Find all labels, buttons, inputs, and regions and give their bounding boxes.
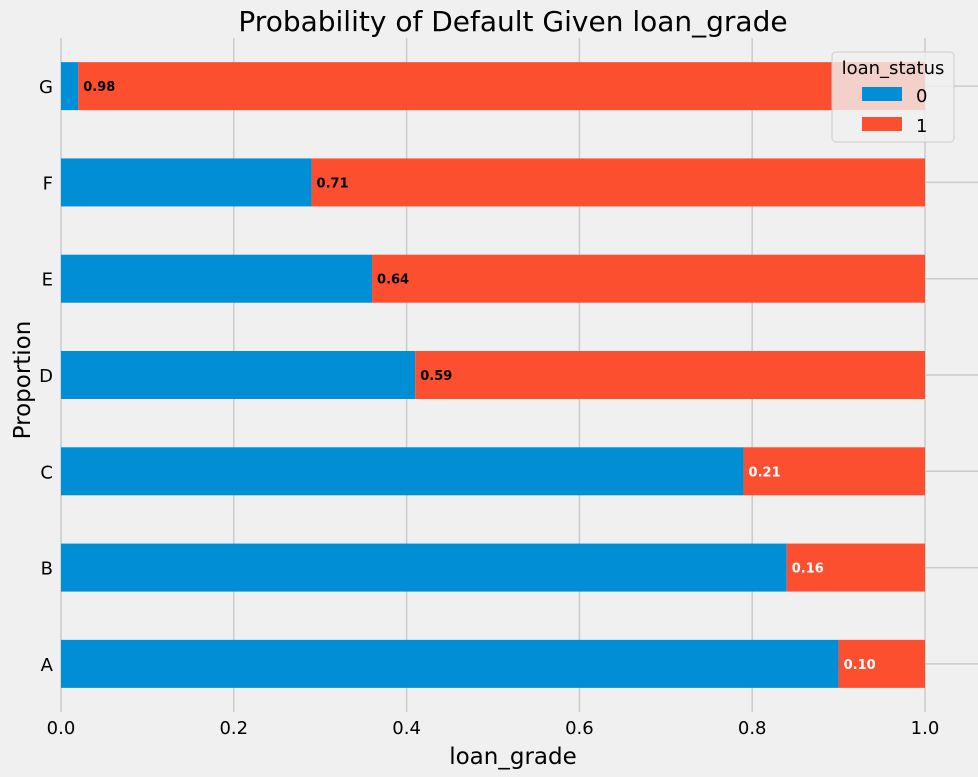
bar-G-series-1 — [78, 62, 925, 111]
data-labels-layer: 0.10 0.16 0.21 0.59 0.64 0.71 0.98 — [83, 80, 875, 673]
x-tick-label-0: 0.0 — [47, 718, 76, 739]
y-tick-label-B: B — [41, 559, 53, 580]
y-tick-label-E: E — [42, 270, 53, 291]
bar-A-series-1 — [838, 639, 925, 688]
bar-E-series-0 — [61, 254, 373, 303]
x-tick-label-1: 0.2 — [219, 718, 248, 739]
data-label-D: 0.59 — [420, 369, 452, 384]
bar-B-series-0 — [61, 543, 787, 592]
bar-G-series-0 — [61, 62, 79, 111]
y-tick-label-D: D — [39, 366, 53, 387]
bar-D-series-0 — [61, 351, 416, 399]
data-label-F: 0.71 — [317, 176, 349, 191]
bars-layer — [61, 62, 925, 688]
x-tick-label-4: 0.8 — [738, 718, 767, 739]
data-label-E: 0.64 — [377, 273, 409, 288]
legend-swatch-0 — [862, 87, 902, 101]
legend: loan_status 0 1 — [831, 51, 955, 143]
data-label-C: 0.21 — [749, 465, 781, 480]
bar-F-series-1 — [311, 158, 925, 207]
bar-C-series-1 — [743, 447, 925, 496]
bar-C-series-0 — [61, 447, 744, 496]
data-label-B: 0.16 — [792, 562, 824, 577]
x-tick-label-2: 0.4 — [392, 718, 421, 739]
data-label-G: 0.98 — [83, 80, 115, 95]
bar-E-series-1 — [372, 254, 925, 303]
tick-labels-layer: 0.0 0.2 0.4 0.6 0.8 1.0 A B C D E F G — [39, 77, 939, 739]
bar-F-series-0 — [61, 158, 312, 207]
y-tick-label-C: C — [40, 462, 53, 483]
y-tick-label-G: G — [39, 77, 53, 98]
legend-swatch-1 — [862, 117, 902, 131]
legend-label-1: 1 — [916, 116, 927, 137]
y-axis-label: Proportion — [10, 321, 36, 440]
x-axis-label: loan_grade — [449, 744, 577, 770]
x-tick-label-3: 0.6 — [565, 718, 594, 739]
chart-title: Probability of Default Given loan_grade — [238, 5, 787, 38]
y-tick-label-A: A — [41, 655, 54, 676]
bar-B-series-1 — [786, 543, 925, 592]
bar-A-series-0 — [61, 639, 839, 688]
data-label-A: 0.10 — [844, 658, 876, 673]
legend-label-0: 0 — [916, 86, 927, 107]
legend-title: loan_status — [842, 58, 945, 79]
y-tick-label-F: F — [43, 173, 53, 194]
bar-D-series-1 — [415, 351, 925, 399]
x-tick-label-5: 1.0 — [911, 718, 940, 739]
